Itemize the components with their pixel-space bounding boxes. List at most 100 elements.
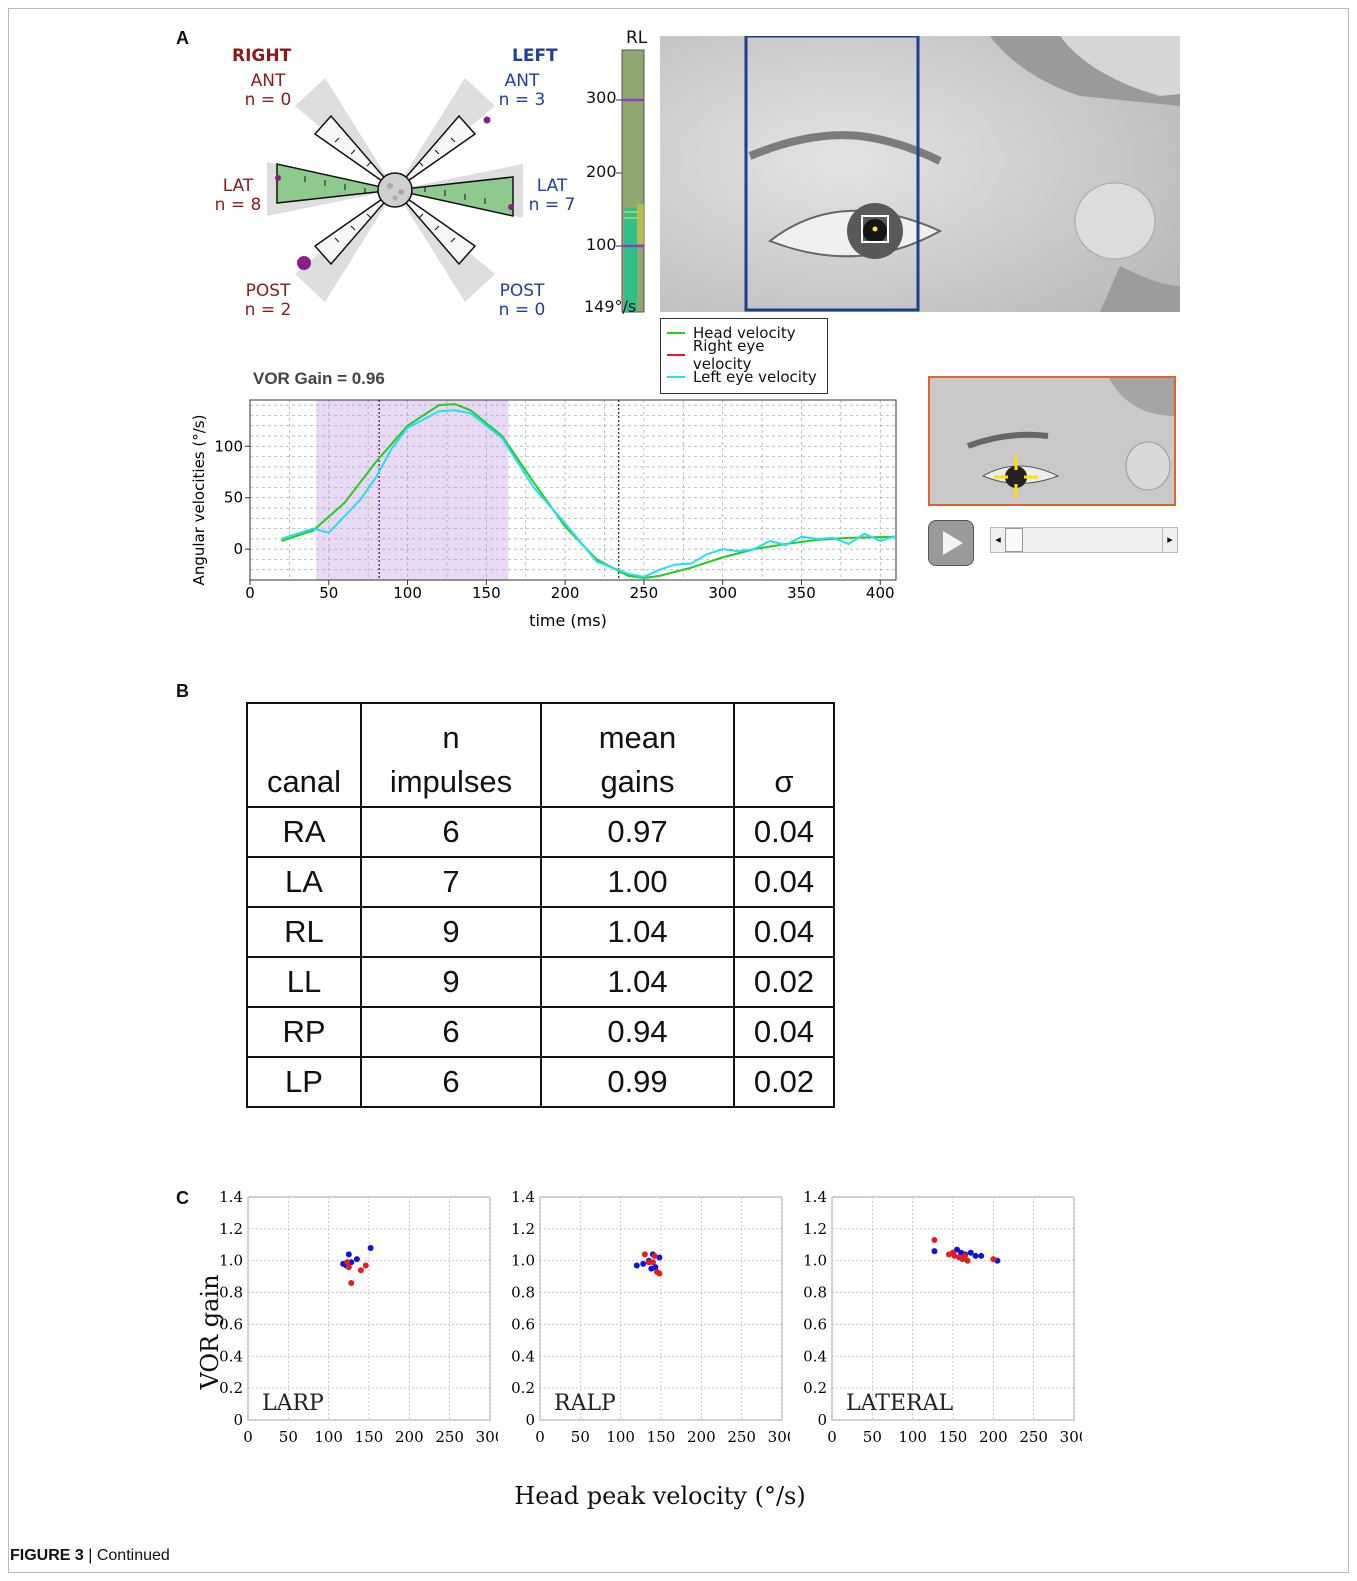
- video-scrollbar[interactable]: ◂ ▸: [990, 527, 1178, 553]
- header-mean-gains: mean gains: [540, 702, 735, 808]
- scatter-y-tick-label: 0.4: [219, 1347, 243, 1365]
- velocity-tick-100: 100: [586, 235, 617, 254]
- header-canal: canal: [246, 702, 362, 808]
- impulse-x-tick-label: 400: [866, 584, 895, 602]
- scatter-x-tick-label: 250: [727, 1428, 756, 1446]
- scroll-left-arrow-icon[interactable]: ◂: [991, 528, 1006, 552]
- scatter-y-tick-label: 1.4: [803, 1188, 827, 1206]
- impulse-x-tick-label: 350: [787, 584, 816, 602]
- scatter-point: [972, 1252, 979, 1259]
- scatter-point: [648, 1265, 655, 1272]
- scatter-x-tick-label: 100: [898, 1428, 927, 1446]
- scatter-title: LARP: [262, 1391, 324, 1416]
- scatter-title: LATERAL: [846, 1391, 953, 1416]
- scatter-y-tick-label: 1.0: [803, 1252, 827, 1270]
- legend-swatch-head: [667, 332, 685, 334]
- scatter-point: [656, 1254, 663, 1261]
- impulse-y-axis-label: Angular velocities (°/s): [190, 415, 208, 586]
- scatter-x-axis-label: Head peak velocity (°/s): [514, 1482, 806, 1510]
- impulse-chart: 0 50 100 150 200 250 300 350 400 0 50 100 time (ms)…: [190, 399, 897, 630]
- wedge-right-post: [313, 189, 396, 266]
- scatter-y-tick-label: 1.2: [219, 1220, 243, 1238]
- scatter-point: [345, 1264, 352, 1271]
- scatter-x-tick-label: 50: [863, 1428, 882, 1446]
- scatter-ralp: 0 50 100 150 200 250 300 0 0.2 0.4 0.6 0.8 1.0 1.2 1.4…: [511, 1188, 790, 1446]
- scatter-point: [990, 1256, 997, 1263]
- scatter-x-tick-label: 200: [979, 1428, 1008, 1446]
- legend-swatch-right-eye: [667, 354, 685, 356]
- scatter-point: [931, 1248, 938, 1255]
- impulse-y-tick-label: 100: [214, 437, 243, 455]
- scatter-x-tick-label: 300: [476, 1428, 498, 1446]
- scatter-y-tick-label: 0.8: [511, 1284, 535, 1302]
- scatter-x-tick-label: 200: [395, 1428, 424, 1446]
- scatter-x-tick-label: 150: [939, 1428, 968, 1446]
- scatter-point: [645, 1259, 652, 1266]
- video-thumbnail[interactable]: [928, 376, 1176, 506]
- scatter-point: [954, 1246, 961, 1253]
- header-n-impulses: n impulses: [360, 702, 542, 808]
- marker-left-lat: [508, 204, 514, 210]
- scroll-thumb[interactable]: [1005, 528, 1023, 552]
- scatter-point: [967, 1249, 974, 1256]
- velocity-bar-max: 149°/s: [584, 297, 637, 316]
- impulse-x-tick-label: 100: [393, 584, 422, 602]
- velocity-tick-200: 200: [586, 162, 617, 181]
- impulse-x-tick-label: 200: [551, 584, 580, 602]
- scatter-x-tick-label: 50: [279, 1428, 298, 1446]
- canal-rose-diagram: [267, 78, 523, 302]
- left-title: LEFT: [512, 46, 558, 66]
- scatter-y-tick-label: 0.6: [803, 1315, 827, 1333]
- right-title: RIGHT: [232, 46, 292, 66]
- panel-label-c: C: [176, 1188, 189, 1208]
- marker-right-lat: [275, 175, 281, 181]
- rose-center: [377, 172, 413, 208]
- impulse-y-tick-label: 50: [224, 489, 243, 507]
- figure-frame: [8, 8, 1349, 1573]
- scatter-x-tick-label: 250: [1019, 1428, 1048, 1446]
- tracking-roi-box: [744, 36, 920, 312]
- impulse-x-tick-label: 0: [245, 584, 255, 602]
- left-ant-label: ANT n = 3: [498, 71, 546, 110]
- velocity-bar: [616, 49, 645, 313]
- scatter-point: [962, 1252, 969, 1259]
- scatter-point: [633, 1262, 640, 1269]
- scatter-larp: 0 50 100 150 200 250 300 0 0.2 0.4 0.6 0.8 1.0 1.2 1.4…: [219, 1188, 498, 1446]
- impulse-x-axis-label: time (ms): [529, 611, 607, 630]
- scatter-point: [345, 1251, 352, 1258]
- impulse-y-tick-label: 0: [233, 540, 243, 558]
- scatter-y-tick-label: 0.6: [511, 1315, 535, 1333]
- scatter-x-tick-label: 50: [571, 1428, 590, 1446]
- impulse-x-tick-label: 300: [708, 584, 737, 602]
- scatter-point: [964, 1257, 971, 1264]
- wedge-left-ant: [394, 114, 477, 191]
- scatter-point: [367, 1244, 374, 1251]
- scatter-y-tick-label: 1.2: [511, 1220, 535, 1238]
- table-row: LP 6 0.99 0.02: [246, 1056, 835, 1108]
- gains-table-header: canal n impulses mean gains σ: [246, 702, 835, 808]
- play-button[interactable]: [928, 520, 974, 566]
- legend-swatch-left-eye: [667, 376, 685, 378]
- impulse-x-tick-label: 150: [472, 584, 501, 602]
- scatter-x-tick-label: 300: [1060, 1428, 1082, 1446]
- header-sigma: σ: [733, 702, 835, 808]
- vor-gain-title: VOR Gain = 0.96: [253, 369, 385, 388]
- play-icon: [943, 531, 963, 555]
- wedge-right-ant: [313, 114, 396, 191]
- scatter-y-tick-label: 0: [525, 1411, 535, 1429]
- velocity-bar-fill: [624, 208, 637, 312]
- scatter-point: [931, 1237, 938, 1244]
- impulse-plot-frame: [249, 399, 897, 581]
- scatter-y-tick-label: 1.4: [511, 1188, 535, 1206]
- scatter-y-tick-label: 1.4: [219, 1188, 243, 1206]
- scatter-x-tick-label: 100: [606, 1428, 635, 1446]
- impulse-x-tick-label: 50: [319, 584, 338, 602]
- scatter-x-tick-label: 0: [243, 1428, 253, 1446]
- impulse-shaded-window: [316, 400, 509, 580]
- scatter-point: [978, 1252, 985, 1259]
- scatter-x-tick-label: 200: [687, 1428, 716, 1446]
- scatter-y-tick-label: 1.0: [219, 1252, 243, 1270]
- panel-label-b: B: [176, 681, 189, 701]
- table-row: RP 6 0.94 0.04: [246, 1006, 835, 1058]
- scroll-right-arrow-icon[interactable]: ▸: [1162, 528, 1177, 552]
